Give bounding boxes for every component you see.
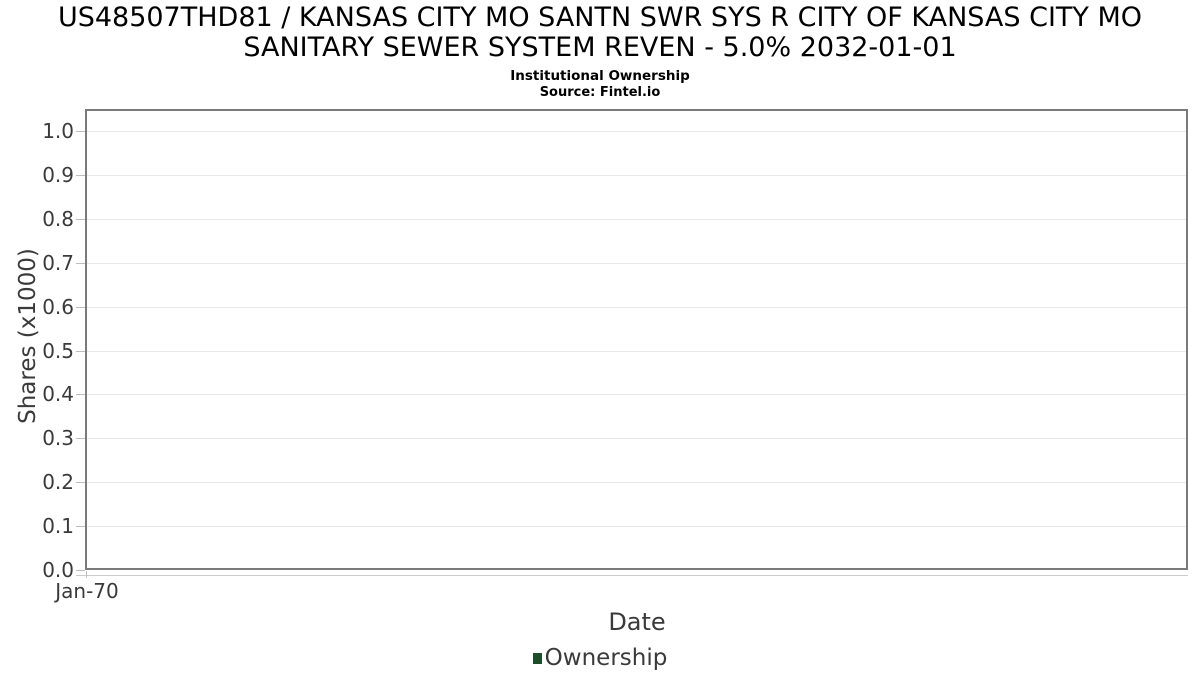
gridline: [87, 350, 1186, 352]
y-tick-label: 0.3: [42, 426, 74, 451]
plot-area: [85, 109, 1188, 570]
gridline: [87, 394, 1186, 396]
y-tick-mark: [76, 570, 85, 571]
gridline: [87, 262, 1186, 264]
gridline: [87, 526, 1186, 528]
y-tick-label: 0.7: [42, 250, 74, 275]
gridline: [87, 218, 1186, 220]
y-tick-label: 0.2: [42, 470, 74, 495]
chart-subtitle: Institutional Ownership: [510, 68, 690, 84]
y-tick-label: 1.0: [42, 119, 74, 143]
chart-legend: Ownership: [0, 645, 1200, 671]
y-tick-mark: [76, 394, 85, 396]
gridline: [87, 482, 1186, 484]
y-tick-label: 0.0: [42, 558, 74, 582]
y-tick-label: 0.9: [42, 162, 74, 187]
chart-title: US48507THD81 / KANSAS CITY MO SANTN SWR …: [0, 3, 1200, 63]
y-tick-mark: [76, 438, 85, 440]
x-axis-label: Date: [608, 608, 666, 636]
y-tick-label: 0.8: [42, 206, 74, 231]
gridline: [87, 174, 1186, 176]
y-tick-mark: [76, 350, 85, 352]
chart-source-credit: Source: Fintel.io: [539, 85, 661, 100]
y-tick-mark: [76, 131, 85, 132]
x-tick-label: Jan-70: [55, 579, 119, 603]
chart-title-line1: US48507THD81 / KANSAS CITY MO SANTN SWR …: [57, 2, 1143, 33]
legend-swatch-ownership: [532, 652, 542, 664]
y-tick-mark: [76, 526, 85, 528]
y-tick-mark: [76, 218, 85, 220]
gridline: [87, 306, 1186, 308]
x-tick-mark: [86, 571, 87, 578]
y-tick-label: 0.1: [42, 514, 74, 539]
y-tick-label: 0.4: [42, 382, 74, 407]
y-tick-label: 0.6: [42, 294, 74, 319]
x-axis-baseline: [76, 575, 1188, 576]
y-tick-mark: [76, 306, 85, 308]
y-tick-mark: [76, 482, 85, 484]
y-tick-mark: [76, 262, 85, 264]
legend-label-ownership: Ownership: [544, 645, 668, 671]
chart-title-line2: SANITARY SEWER SYSTEM REVEN - 5.0% 2032-…: [243, 32, 957, 63]
y-tick-label: 0.5: [42, 338, 74, 363]
y-tick-mark: [76, 174, 85, 176]
gridline: [87, 131, 1186, 132]
gridline: [87, 438, 1186, 440]
